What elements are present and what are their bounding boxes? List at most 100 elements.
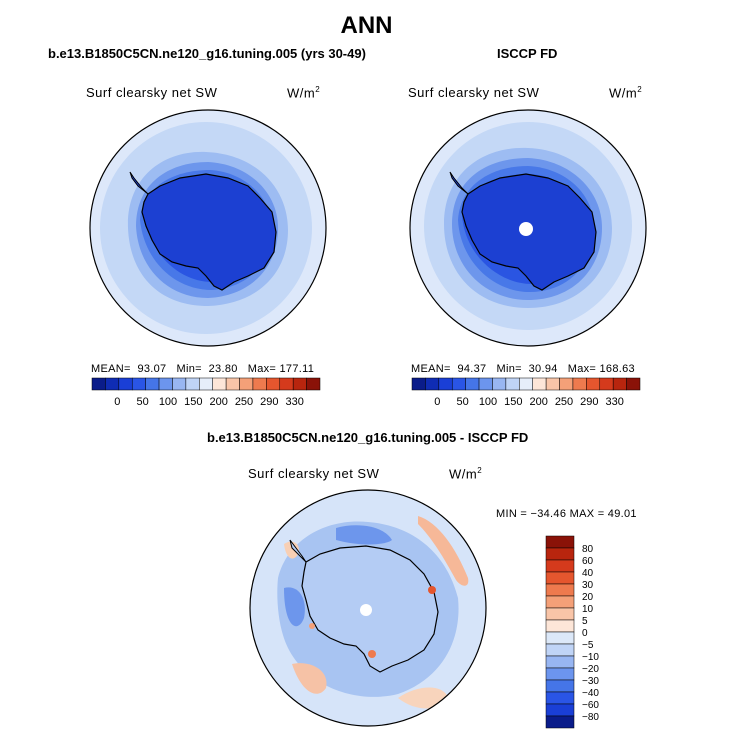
colorbar-swatch bbox=[225, 377, 240, 391]
colorbar-swatch bbox=[545, 655, 575, 669]
diff-positive-patch-ne bbox=[418, 516, 469, 586]
panel2-units-base: W/m bbox=[609, 85, 638, 101]
colorbar-tick-label: 40 bbox=[582, 568, 594, 579]
colorbar-tick-label: 50 bbox=[137, 396, 149, 408]
colorbar-tick-label: 330 bbox=[605, 396, 623, 408]
diff-blue-patch-w bbox=[284, 587, 305, 627]
obs-case-title: ISCCP FD bbox=[497, 46, 558, 61]
panel1-max-value: 177.11 bbox=[279, 363, 315, 375]
panel2-max-value: 168.63 bbox=[599, 363, 635, 375]
colorbar-tick-label: −10 bbox=[582, 652, 599, 663]
panel1-units-base: W/m bbox=[287, 85, 316, 101]
model-case-title: b.e13.B1850C5CN.ne120_g16.tuning.005 (yr… bbox=[48, 46, 366, 61]
colorbar-swatch bbox=[545, 547, 575, 561]
colorbar-swatch bbox=[212, 377, 227, 391]
colorbar-swatch bbox=[572, 377, 587, 391]
panel1-mean-label: MEAN= bbox=[91, 363, 131, 375]
colorbar-swatch bbox=[545, 583, 575, 597]
diff-blue-patch-n bbox=[336, 525, 392, 545]
antarctic-peninsula bbox=[129, 171, 149, 195]
colorbar-swatch bbox=[545, 643, 575, 657]
diff-positive-patch-sw bbox=[292, 663, 327, 694]
colorbar-swatch bbox=[612, 377, 627, 391]
colorbar-swatch bbox=[185, 377, 200, 391]
panel2-colorbar: 0 50 100 150 200 250 290 330 bbox=[411, 377, 641, 408]
colorbar-swatch bbox=[545, 377, 560, 391]
colorbar-swatch bbox=[465, 377, 480, 391]
colorbar-swatch bbox=[252, 377, 267, 391]
panel1-mean-value: 93.07 bbox=[137, 363, 167, 375]
colorbar-swatch bbox=[545, 667, 575, 681]
colorbar-swatch bbox=[266, 377, 281, 391]
colorbar-tick-label: 150 bbox=[184, 396, 202, 408]
colorbar-swatch bbox=[438, 377, 453, 391]
colorbar-swatch bbox=[599, 377, 614, 391]
colorbar-swatch bbox=[239, 377, 254, 391]
panel1-colorbar: 0 50 100 150 200 250 290 330 bbox=[91, 377, 321, 408]
colorbar-swatch bbox=[545, 607, 575, 621]
colorbar-tick-label: 150 bbox=[504, 396, 522, 408]
colorbar-swatch bbox=[425, 377, 440, 391]
colorbar-tick-label: −20 bbox=[582, 664, 599, 675]
colorbar-swatch bbox=[545, 559, 575, 573]
colorbar-swatch bbox=[306, 377, 321, 391]
antarctic-peninsula bbox=[449, 171, 469, 195]
colorbar-swatch bbox=[545, 619, 575, 633]
colorbar-swatch bbox=[586, 377, 601, 391]
panel2-mean-label: MEAN= bbox=[411, 363, 451, 375]
colorbar-swatch bbox=[158, 377, 173, 391]
diff-hotspot-2 bbox=[368, 650, 376, 658]
colorbar-tick-label: 250 bbox=[555, 396, 573, 408]
colorbar-tick-label: 250 bbox=[235, 396, 253, 408]
colorbar-tick-label: 200 bbox=[209, 396, 227, 408]
panel2-variable-label: Surf clearsky net SW bbox=[408, 85, 540, 100]
colorbar-tick-label: 50 bbox=[457, 396, 469, 408]
colorbar-swatch bbox=[545, 679, 575, 693]
colorbar-swatch bbox=[105, 377, 120, 391]
panel1-polar-map bbox=[89, 109, 327, 347]
map-boundary bbox=[409, 109, 647, 347]
colorbar-swatch bbox=[131, 377, 146, 391]
colorbar-tick-label: 100 bbox=[159, 396, 177, 408]
colorbar-tick-label: 60 bbox=[582, 556, 594, 567]
colorbar-swatch bbox=[145, 377, 160, 391]
difference-polar-map bbox=[249, 489, 487, 727]
colorbar-tick-label: 330 bbox=[285, 396, 303, 408]
colorbar-swatch bbox=[626, 377, 641, 391]
colorbar-swatch bbox=[451, 377, 466, 391]
colorbar-swatch bbox=[279, 377, 294, 391]
colorbar-tick-label: −60 bbox=[582, 700, 599, 711]
panel2-stats: MEAN= 94.37 Min= 30.94 Max= 168.63 bbox=[411, 363, 635, 375]
colorbar-tick-label: −40 bbox=[582, 688, 599, 699]
colorbar-swatch bbox=[545, 715, 575, 729]
colorbar-swatch bbox=[559, 377, 574, 391]
panel2-min-value: 30.94 bbox=[528, 363, 558, 375]
panel2-units-exp: 2 bbox=[637, 85, 643, 94]
panel1-min-value: 23.80 bbox=[208, 363, 238, 375]
diff-min-max: MIN = −34.46 MAX = 49.01 bbox=[496, 508, 637, 520]
difference-title: b.e13.B1850C5CN.ne120_g16.tuning.005 - I… bbox=[207, 430, 529, 445]
diff-units-exp: 2 bbox=[477, 466, 483, 475]
colorbar-tick-label: −30 bbox=[582, 676, 599, 687]
panel1-variable-label: Surf clearsky net SW bbox=[86, 85, 218, 100]
panel2-min-label: Min= bbox=[496, 363, 522, 375]
colorbar-swatch bbox=[172, 377, 187, 391]
colorbar-swatch bbox=[545, 571, 575, 585]
diff-positive-patch-se bbox=[398, 687, 448, 709]
antarctic-peninsula bbox=[289, 539, 307, 563]
colorbar-swatch bbox=[292, 377, 307, 391]
diff-positive-patch-nw bbox=[284, 541, 299, 559]
colorbar-tick-label: 0 bbox=[434, 396, 440, 408]
panel1-units: W/m2 bbox=[287, 85, 320, 100]
colorbar-tick-label: 10 bbox=[582, 604, 594, 615]
colorbar-swatch bbox=[505, 377, 520, 391]
panel2-units: W/m2 bbox=[609, 85, 642, 100]
panel2-mean-value: 94.37 bbox=[457, 363, 487, 375]
diff-variable-label: Surf clearsky net SW bbox=[248, 466, 380, 481]
panel1-units-exp: 2 bbox=[315, 85, 321, 94]
panel1-stats: MEAN= 93.07 Min= 23.80 Max= 177.11 bbox=[91, 363, 314, 375]
colorbar-tick-label: 80 bbox=[582, 544, 594, 555]
map-boundary bbox=[249, 489, 487, 727]
pole-hole bbox=[519, 222, 533, 236]
